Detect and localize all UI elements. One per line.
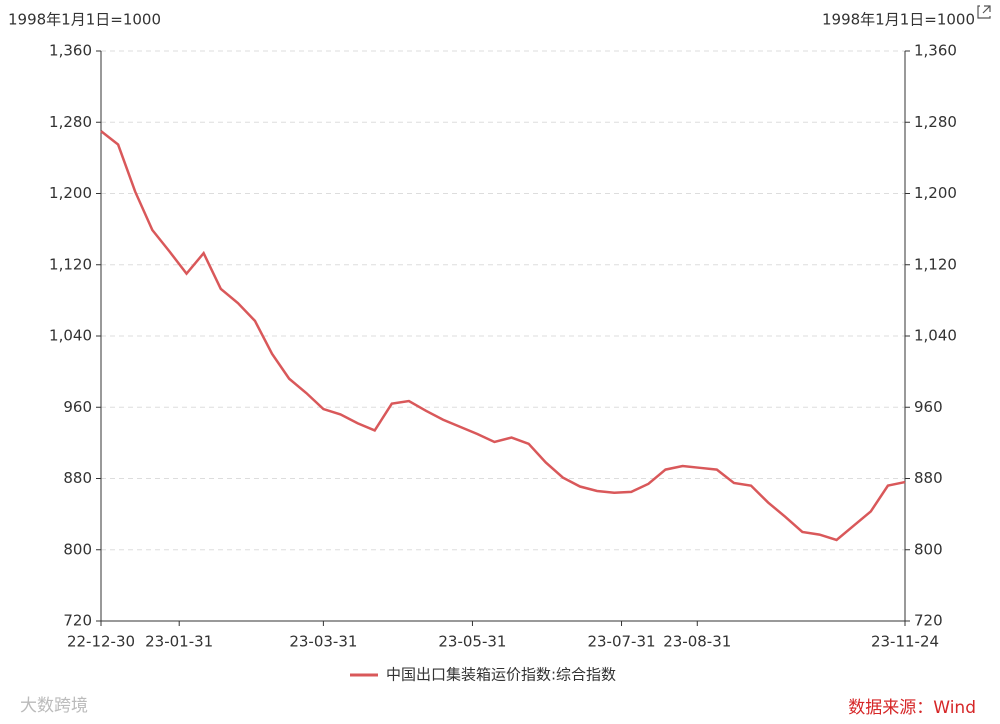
- x-tick-label: 23-11-24: [871, 633, 939, 651]
- y-tick-label: 960: [63, 398, 92, 416]
- x-tick-label: 23-05-31: [438, 633, 506, 651]
- watermark: 大数跨境: [20, 696, 88, 716]
- y2-tick-label: 960: [914, 398, 943, 416]
- y-tick-label: 1,120: [49, 255, 92, 273]
- y-tick-label: 1,040: [49, 327, 92, 345]
- y-tick-label: 1,280: [49, 113, 92, 131]
- expand-icon[interactable]: [977, 5, 991, 19]
- y-tick-label: 880: [63, 469, 92, 487]
- expand-frame[interactable]: [977, 5, 991, 19]
- y-tick-label: 1,360: [49, 42, 92, 60]
- y2-tick-label: 1,040: [914, 327, 957, 345]
- x-tick-label: 23-08-31: [663, 633, 731, 651]
- y2-tick-label: 800: [914, 540, 943, 558]
- y2-tick-label: 1,360: [914, 42, 957, 60]
- y2-tick-label: 720: [914, 612, 943, 630]
- x-tick-label: 23-03-31: [289, 633, 357, 651]
- y-tick-label: 800: [63, 540, 92, 558]
- y2-tick-label: 880: [914, 469, 943, 487]
- x-tick-label: 23-07-31: [587, 633, 655, 651]
- y2-tick-label: 1,280: [914, 113, 957, 131]
- legend-label: 中国出口集装箱运价指数:综合指数: [386, 666, 616, 684]
- y-tick-label: 720: [63, 612, 92, 630]
- x-tick-label: 22-12-30: [67, 633, 135, 651]
- series-line: [100, 130, 906, 542]
- right-axis-unit: 1998年1月1日=1000: [822, 11, 975, 29]
- y-tick-label: 1,200: [49, 184, 92, 202]
- expand-arrow[interactable]: [982, 5, 991, 14]
- x-tick-label: 23-01-31: [145, 633, 213, 651]
- left-axis-unit: 1998年1月1日=1000: [8, 11, 161, 29]
- y2-tick-label: 1,120: [914, 255, 957, 273]
- y2-tick-label: 1,200: [914, 184, 957, 202]
- source: 数据来源：Wind: [848, 698, 976, 718]
